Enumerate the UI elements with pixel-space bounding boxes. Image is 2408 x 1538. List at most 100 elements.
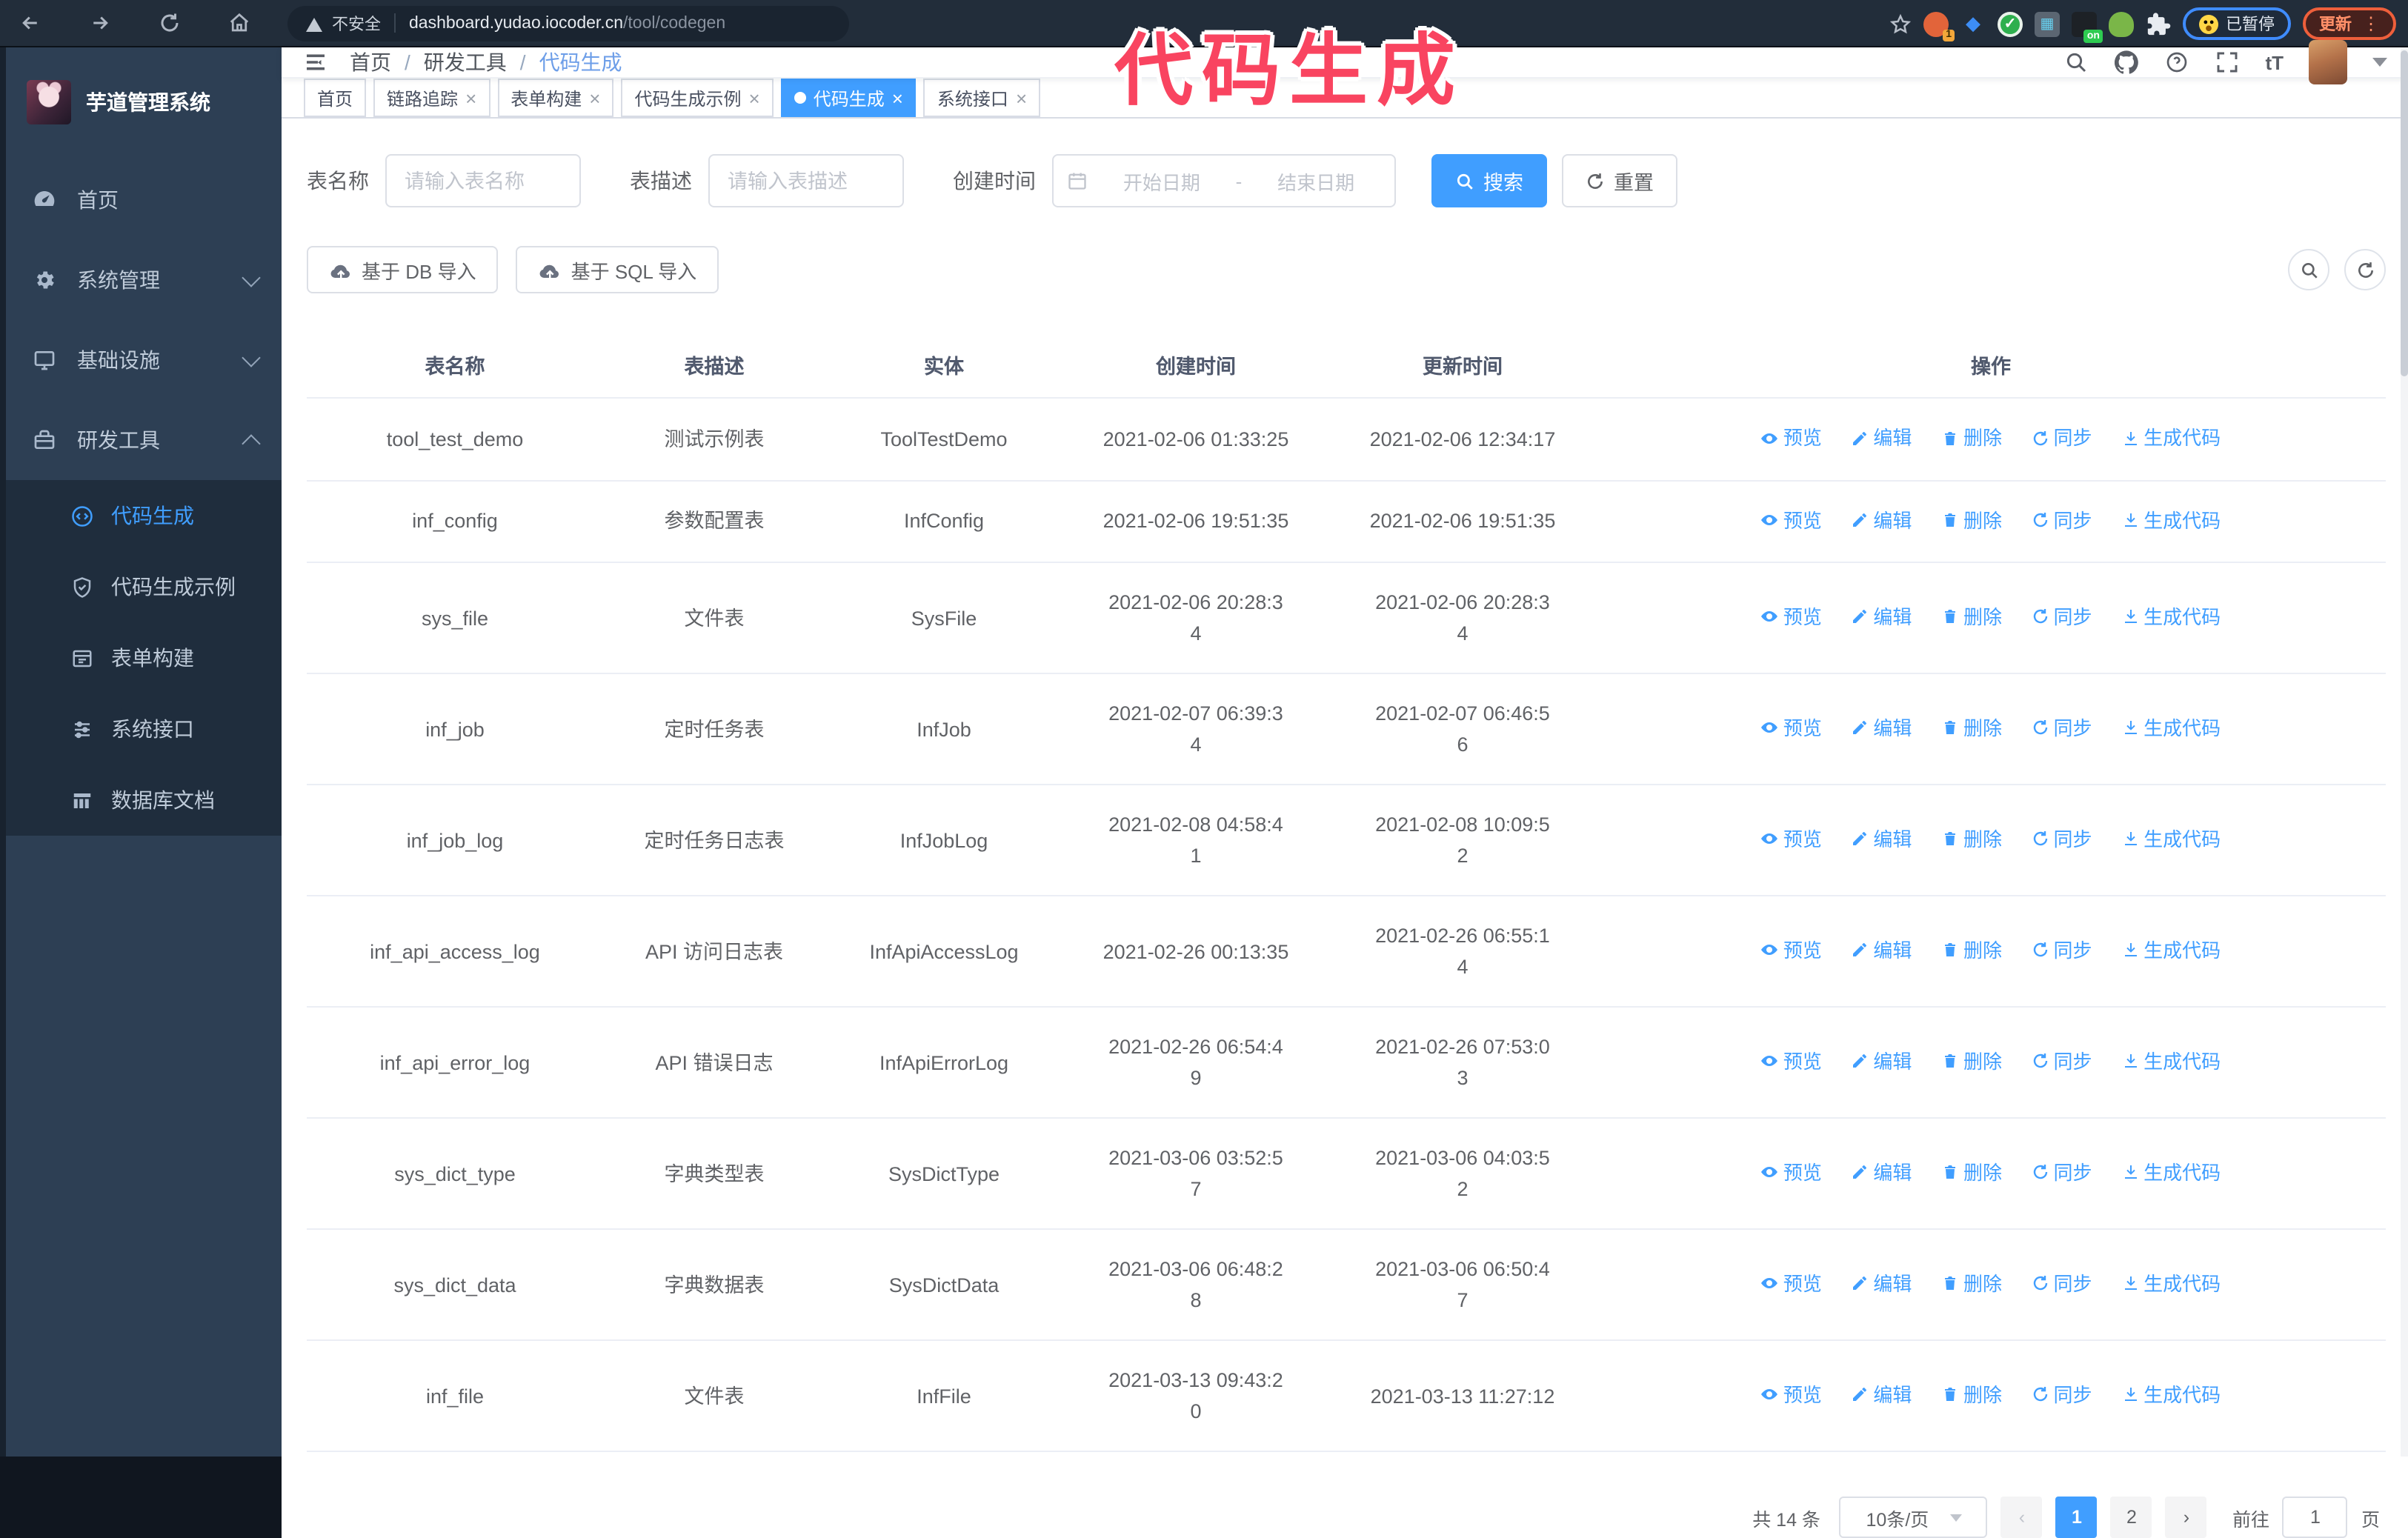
avatar[interactable] [2309,40,2347,84]
sidebar-item-db-doc[interactable]: 数据库文档 [0,765,282,836]
scrollbar-thumb[interactable] [2401,50,2408,376]
table-row[interactable]: inf_job 定时任务表 InfJob 2021-02-07 06:39:3 … [307,673,2386,785]
action-delete[interactable]: 删除 [1941,824,2002,855]
action-edit[interactable]: 编辑 [1851,1379,1912,1411]
sidebar-item-infra[interactable]: 基础设施 [0,320,282,400]
action-edit[interactable]: 编辑 [1851,1157,1912,1188]
browser-reload-icon[interactable] [157,10,182,36]
not-secure-label[interactable]: 不安全 [332,16,381,33]
url-path[interactable]: /tool/codegen [623,14,726,32]
action-delete[interactable]: 删除 [1941,713,2002,744]
action-edit[interactable]: 编辑 [1851,422,1912,453]
extension-icon[interactable]: 1 [1923,11,1955,41]
breadcrumb-home[interactable]: 首页 [350,50,391,74]
sidebar-item-codegen[interactable]: 代码生成 [0,480,282,551]
chrome-update-button[interactable]: 更新 ⋮ [2303,7,2396,40]
tab-首页[interactable]: 首页 [304,79,367,117]
action-generate-code[interactable]: 生成代码 [2121,1268,2221,1299]
table-row[interactable]: inf_job_log 定时任务日志表 InfJobLog 2021-02-08… [307,785,2386,896]
bookmark-star-icon[interactable] [1889,13,1912,35]
date-range-picker[interactable]: 开始日期 - 结束日期 [1052,154,1396,207]
action-delete[interactable]: 删除 [1941,602,2002,633]
hamburger-icon[interactable] [282,49,350,76]
action-edit[interactable]: 编辑 [1851,935,1912,966]
browser-menu-dots-icon[interactable]: ⋮ [2362,13,2380,34]
action-sync[interactable]: 同步 [2032,713,2092,744]
action-edit[interactable]: 编辑 [1851,1046,1912,1077]
refresh-table-button[interactable] [2344,249,2386,290]
address-bar[interactable]: 不安全 dashboard.yudao.iocoder.cn/tool/code… [287,5,849,41]
extension-grid-icon[interactable]: ▦ [2035,11,2060,36]
tab-表单构建[interactable]: 表单构建 × [497,79,614,117]
next-page-button[interactable]: › [2165,1497,2207,1538]
action-preview[interactable]: 预览 [1761,935,1822,966]
extension-check-icon[interactable]: ✓ [1998,11,2023,36]
action-sync[interactable]: 同步 [2032,1046,2092,1077]
action-generate-code[interactable]: 生成代码 [2121,1046,2221,1077]
table-row[interactable]: inf_api_error_log API 错误日志 InfApiErrorLo… [307,1007,2386,1119]
table-row[interactable]: inf_api_access_log API 访问日志表 InfApiAcces… [307,896,2386,1008]
action-delete[interactable]: 删除 [1941,505,2002,536]
action-preview[interactable]: 预览 [1761,422,1822,453]
action-edit[interactable]: 编辑 [1851,602,1912,633]
action-edit[interactable]: 编辑 [1851,824,1912,855]
tab-close-icon[interactable]: × [1015,87,1028,109]
tab-链路追踪[interactable]: 链路追踪 × [373,79,490,117]
reset-button[interactable]: 重置 [1562,154,1677,207]
table-row[interactable]: sys_file 文件表 SysFile 2021-02-06 20:28:3 … [307,562,2386,674]
browser-back-icon[interactable] [18,10,43,36]
action-preview[interactable]: 预览 [1761,1268,1822,1299]
help-icon[interactable] [2164,50,2189,75]
action-sync[interactable]: 同步 [2032,1157,2092,1188]
page-scrollbar[interactable] [2401,47,2408,1457]
action-generate-code[interactable]: 生成代码 [2121,713,2221,744]
toggle-search-button[interactable] [2288,249,2329,290]
action-sync[interactable]: 同步 [2032,935,2092,966]
action-delete[interactable]: 删除 [1941,1379,2002,1411]
sidebar-item-form-builder[interactable]: 表单构建 [0,622,282,693]
tab-close-icon[interactable]: × [589,87,601,109]
extension-gem-icon[interactable]: ◆ [1966,12,1980,34]
table-row[interactable]: sys_dict_data 字典数据表 SysDictData 2021-03-… [307,1229,2386,1341]
action-generate-code[interactable]: 生成代码 [2121,1379,2221,1411]
start-date-placeholder[interactable]: 开始日期 [1122,171,1200,193]
prev-page-button[interactable]: ‹ [2000,1497,2043,1538]
action-preview[interactable]: 预览 [1761,824,1822,855]
table-row[interactable]: tool_test_demo 测试示例表 ToolTestDemo 2021-0… [307,398,2386,481]
action-sync[interactable]: 同步 [2032,505,2092,536]
tab-代码生成示例[interactable]: 代码生成示例 × [621,79,774,117]
action-delete[interactable]: 删除 [1941,1268,2002,1299]
db-import-button[interactable]: 基于 DB 导入 [307,246,499,293]
tab-代码生成[interactable]: 代码生成 × [780,79,917,117]
action-delete[interactable]: 删除 [1941,935,2002,966]
action-generate-code[interactable]: 生成代码 [2121,602,2221,633]
tab-系统接口[interactable]: 系统接口 × [923,79,1041,117]
tab-close-icon[interactable]: × [891,87,903,109]
avatar-caret-icon[interactable] [2372,58,2387,67]
fullscreen-icon[interactable] [2215,50,2240,75]
sidebar-item-system-api[interactable]: 系统接口 [0,693,282,765]
action-delete[interactable]: 删除 [1941,422,2002,453]
action-delete[interactable]: 删除 [1941,1157,2002,1188]
page-size-select[interactable]: 10条/页 [1839,1497,1988,1538]
action-generate-code[interactable]: 生成代码 [2121,935,2221,966]
tab-close-icon[interactable]: × [465,87,477,109]
action-preview[interactable]: 预览 [1761,713,1822,744]
table-name-input[interactable] [385,154,581,207]
sql-import-button[interactable]: 基于 SQL 导入 [516,246,719,293]
action-preview[interactable]: 预览 [1761,505,1822,536]
action-preview[interactable]: 预览 [1761,1157,1822,1188]
font-size-icon[interactable]: tT [2265,51,2284,73]
sidebar-item-system[interactable]: 系统管理 [0,240,282,320]
action-sync[interactable]: 同步 [2032,422,2092,453]
extension-green-icon[interactable] [2109,11,2134,36]
page-button-2[interactable]: 2 [2110,1497,2152,1538]
action-sync[interactable]: 同步 [2032,1268,2092,1299]
action-edit[interactable]: 编辑 [1851,1268,1912,1299]
action-generate-code[interactable]: 生成代码 [2121,422,2221,453]
goto-page-input[interactable] [2282,1497,2348,1538]
extension-onetab-icon[interactable]: on [2072,11,2103,42]
browser-forward-icon[interactable] [87,10,113,36]
action-generate-code[interactable]: 生成代码 [2121,824,2221,855]
action-preview[interactable]: 预览 [1761,602,1822,633]
